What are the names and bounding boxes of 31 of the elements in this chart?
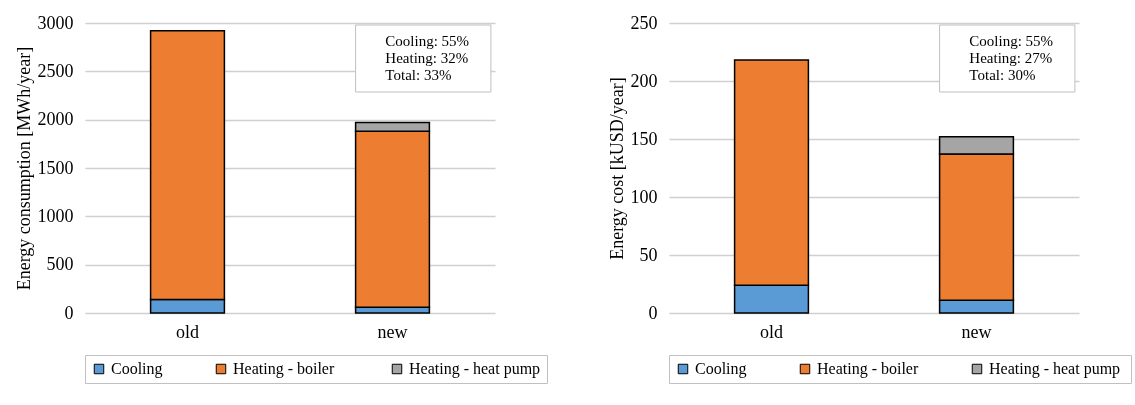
x-tick-label: old	[175, 321, 200, 342]
annotation: Cooling: 55%	[385, 33, 470, 49]
legend-label: Heating - heat pump	[409, 360, 541, 378]
x-tick-label: old	[759, 321, 784, 342]
y-tick-label: 0	[64, 302, 74, 323]
legend-label: Cooling	[111, 360, 163, 378]
y-tick-label: 2500	[37, 60, 74, 81]
y-axis-title: Energy cost [kUSD/year]	[606, 77, 627, 260]
y-tick-label: 2000	[37, 109, 74, 130]
legend-label: Heating - heat pump	[989, 360, 1121, 378]
y-tick-label: 150	[630, 128, 658, 149]
x-tick-label: new	[377, 321, 408, 342]
y-tick-label: 1500	[37, 157, 74, 178]
annotation: Heating: 32%	[385, 50, 469, 66]
y-tick-label: 100	[630, 186, 658, 207]
legend-label: Heating - boiler	[817, 360, 919, 378]
legend-label: Cooling	[695, 360, 747, 378]
annotation: Heating: 27%	[969, 50, 1053, 66]
y-tick-label: 50	[639, 244, 658, 265]
annotation: Total: 33%	[385, 67, 452, 83]
y-tick-label: 500	[46, 254, 74, 275]
annotation: Cooling: 55%	[969, 33, 1054, 49]
y-tick-label: 250	[630, 12, 658, 33]
legend-label: Heating - boiler	[233, 360, 335, 378]
y-axis-title: Energy consumption [MWh/year]	[13, 46, 34, 291]
y-tick-label: 200	[630, 70, 658, 91]
y-tick-label: 3000	[37, 12, 74, 33]
annotation: Total: 30%	[969, 67, 1036, 83]
y-tick-label: 1000	[37, 205, 74, 226]
x-tick-label: new	[961, 321, 992, 342]
y-tick-label: 0	[648, 302, 658, 323]
